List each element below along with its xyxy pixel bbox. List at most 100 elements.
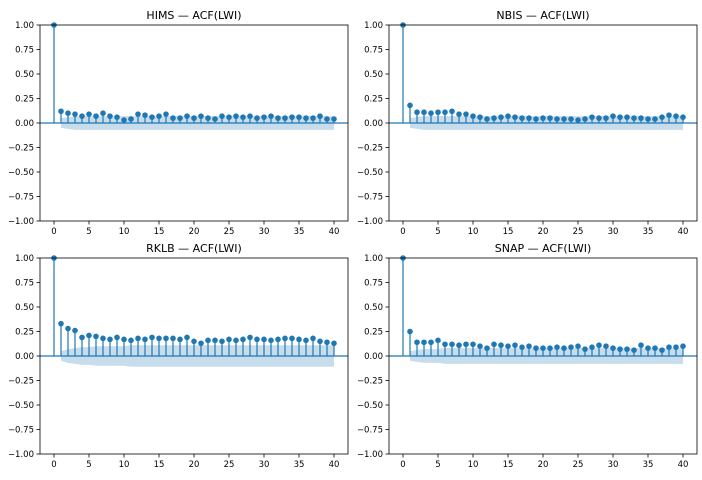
- y-tick-label: −0.25: [8, 377, 34, 387]
- acf-point-lag-40: [331, 116, 337, 122]
- acf-point-lag-7: [449, 341, 455, 348]
- y-tick-label: 0.50: [15, 303, 34, 313]
- acf-point-lag-1: [407, 328, 413, 335]
- x-tick-label: 0: [51, 460, 56, 470]
- acf-point-lag-28: [596, 342, 602, 349]
- acf-point-lag-3: [72, 327, 78, 334]
- x-tick-label: 35: [294, 460, 305, 470]
- acf-point-lag-24: [219, 338, 225, 345]
- acf-point-lag-6: [442, 109, 448, 116]
- acf-point-lag-34: [638, 115, 644, 121]
- acf-point-lag-19: [184, 334, 190, 341]
- acf-point-lag-17: [519, 115, 525, 121]
- acf-point-lag-34: [638, 342, 644, 349]
- acf-point-lag-11: [128, 116, 134, 122]
- acf-point-lag-31: [617, 346, 623, 352]
- y-tick-label: −0.50: [8, 168, 34, 178]
- acf-point-lag-18: [177, 115, 183, 121]
- acf-point-lag-20: [540, 115, 546, 121]
- chart-title: SNAP — ACF(LWI): [495, 242, 592, 255]
- acf-point-lag-27: [240, 336, 246, 343]
- acf-panel-1: −1.00 −0.75 −0.50 −0.25 0.00 0.25 0.50 0.75 1.00…: [8, 9, 349, 237]
- x-tick-label: 30: [259, 227, 270, 237]
- acf-point-lag-13: [142, 112, 148, 118]
- acf-point-lag-12: [135, 111, 141, 117]
- acf-point-lag-5: [435, 109, 441, 116]
- chart-title: NBIS — ACF(LWI): [496, 9, 589, 22]
- acf-point-lag-10: [121, 117, 127, 123]
- y-tick-label: −1.00: [357, 450, 383, 460]
- y-tick-label: 0.00: [364, 119, 383, 129]
- x-tick-label: 25: [573, 227, 584, 237]
- acf-point-lag-15: [505, 113, 511, 119]
- acf-point-lag-8: [107, 336, 113, 343]
- acf-point-lag-3: [421, 339, 427, 346]
- acf-point-lag-21: [198, 113, 204, 119]
- acf-point-lag-34: [289, 335, 295, 342]
- acf-point-lag-7: [100, 335, 106, 342]
- acf-point-lag-9: [463, 341, 469, 348]
- acf-point-lag-1: [58, 320, 64, 327]
- acf-point-lag-33: [631, 115, 637, 121]
- acf-point-lag-40: [680, 343, 686, 350]
- acf-panel-2: −1.00 −0.75 −0.50 −0.25 0.00 0.25 0.50 0.75 1.00…: [357, 9, 698, 237]
- x-tick-label: 10: [119, 460, 130, 470]
- acf-point-lag-10: [121, 336, 127, 343]
- acf-panel-4: −1.00 −0.75 −0.50 −0.25 0.00 0.25 0.50 0.75 1.00…: [357, 242, 698, 470]
- acf-point-lag-34: [289, 114, 295, 120]
- acf-point-lag-36: [303, 115, 309, 121]
- acf-point-lag-7: [449, 108, 455, 115]
- acf-point-lag-7: [100, 110, 106, 116]
- y-tick-label: 0.75: [364, 279, 383, 289]
- acf-point-lag-29: [603, 115, 609, 121]
- y-tick-label: −0.75: [8, 426, 34, 436]
- x-tick-label: 35: [643, 460, 654, 470]
- x-tick-label: 15: [503, 227, 514, 237]
- acf-point-lag-35: [296, 336, 302, 343]
- acf-point-lag-31: [268, 337, 274, 344]
- y-tick-label: −0.25: [8, 144, 34, 154]
- acf-point-lag-3: [421, 109, 427, 116]
- acf-point-lag-19: [184, 113, 190, 119]
- acf-point-lag-30: [261, 114, 267, 120]
- y-tick-label: 1.00: [364, 254, 383, 264]
- y-tick-label: −0.50: [8, 401, 34, 411]
- y-tick-label: −0.25: [357, 144, 383, 154]
- acf-point-lag-14: [498, 114, 504, 120]
- acf-point-lag-18: [526, 115, 532, 121]
- acf-point-lag-32: [624, 346, 630, 352]
- acf-point-lag-17: [519, 344, 525, 350]
- x-tick-label: 25: [573, 460, 584, 470]
- acf-point-lag-15: [156, 113, 162, 119]
- acf-point-lag-20: [191, 115, 197, 121]
- acf-point-lag-26: [233, 113, 239, 119]
- acf-point-lag-26: [582, 346, 588, 352]
- x-tick-label: 40: [678, 227, 689, 237]
- x-tick-label: 15: [154, 460, 165, 470]
- acf-point-lag-16: [163, 111, 169, 117]
- acf-point-lag-17: [170, 335, 176, 342]
- acf-point-lag-10: [470, 113, 476, 119]
- acf-point-lag-36: [303, 337, 309, 344]
- x-tick-label: 5: [435, 460, 440, 470]
- acf-point-lag-24: [568, 344, 574, 350]
- acf-point-lag-2: [414, 339, 420, 346]
- y-tick-label: −0.75: [357, 426, 383, 436]
- acf-point-lag-26: [233, 337, 239, 344]
- y-tick-label: −1.00: [357, 217, 383, 227]
- x-tick-label: 20: [538, 227, 549, 237]
- acf-point-lag-9: [463, 111, 469, 117]
- acf-point-lag-31: [268, 113, 274, 119]
- y-tick-label: 0.75: [364, 46, 383, 56]
- acf-point-lag-13: [142, 336, 148, 343]
- x-tick-label: 5: [86, 227, 91, 237]
- acf-point-lag-3: [72, 111, 78, 117]
- y-tick-label: 1.00: [15, 254, 34, 264]
- acf-point-lag-5: [86, 332, 92, 339]
- y-tick-label: 0.25: [364, 328, 383, 338]
- acf-point-lag-28: [247, 334, 253, 341]
- acf-point-lag-18: [526, 343, 532, 350]
- acf-point-lag-23: [561, 345, 567, 351]
- acf-point-lag-1: [58, 108, 64, 115]
